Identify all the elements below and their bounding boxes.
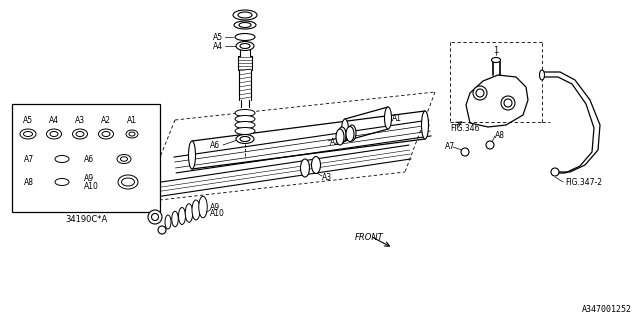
Circle shape [158,226,166,234]
Text: 34190C*A: 34190C*A [65,215,107,225]
Ellipse shape [234,21,256,29]
Text: A7: A7 [445,141,455,150]
Ellipse shape [99,129,113,139]
Ellipse shape [238,12,252,18]
Ellipse shape [385,107,392,129]
Ellipse shape [55,156,69,163]
Circle shape [461,148,469,156]
Ellipse shape [47,129,61,139]
Ellipse shape [236,134,254,143]
Ellipse shape [235,116,255,123]
Ellipse shape [342,119,349,141]
Text: 1: 1 [493,45,499,54]
Circle shape [476,89,484,97]
Text: A347001252: A347001252 [582,305,632,314]
Text: FIG.346: FIG.346 [450,124,479,132]
Circle shape [486,141,494,149]
Ellipse shape [117,155,131,164]
Ellipse shape [122,178,134,186]
Ellipse shape [118,175,138,189]
Ellipse shape [348,125,356,141]
Ellipse shape [235,34,255,41]
Text: A5: A5 [23,116,33,124]
Circle shape [551,168,559,176]
Ellipse shape [55,179,69,186]
Bar [12,104,160,212]
Ellipse shape [236,42,254,51]
Circle shape [148,210,162,224]
Ellipse shape [312,156,321,173]
Text: A9: A9 [84,173,94,182]
Ellipse shape [165,215,171,229]
Text: A4: A4 [49,116,59,124]
Ellipse shape [20,129,36,139]
Ellipse shape [240,44,250,49]
Circle shape [473,86,487,100]
Ellipse shape [189,141,195,169]
Text: A10: A10 [210,209,225,218]
Ellipse shape [235,127,255,134]
Text: FIG.347-2: FIG.347-2 [565,178,602,187]
Text: A2: A2 [101,116,111,124]
Ellipse shape [192,200,200,220]
Ellipse shape [76,132,84,137]
Text: FRONT: FRONT [355,234,384,243]
Ellipse shape [235,109,255,116]
Text: A1: A1 [127,116,137,124]
Circle shape [501,96,515,110]
Text: A7: A7 [24,155,34,164]
Ellipse shape [422,111,429,139]
Ellipse shape [172,211,179,227]
Ellipse shape [129,132,135,136]
Ellipse shape [50,132,58,137]
Text: A3: A3 [322,172,332,181]
Ellipse shape [24,132,33,137]
Text: A4: A4 [213,42,223,51]
Ellipse shape [240,137,250,141]
Circle shape [152,213,159,220]
Ellipse shape [301,159,310,177]
Ellipse shape [126,130,138,138]
Ellipse shape [336,129,344,145]
Text: A8: A8 [24,178,34,187]
Text: A10: A10 [84,181,99,190]
Circle shape [504,99,512,107]
Text: A8: A8 [495,131,505,140]
Text: A9: A9 [210,203,220,212]
Text: A6: A6 [84,155,94,164]
Ellipse shape [235,122,255,129]
Text: A1: A1 [392,114,402,123]
Text: A6: A6 [210,140,220,149]
Text: A3: A3 [75,116,85,124]
Ellipse shape [233,10,257,20]
Text: A5: A5 [213,33,223,42]
Ellipse shape [338,127,346,143]
Ellipse shape [179,207,186,225]
Ellipse shape [540,70,545,80]
Ellipse shape [120,157,127,161]
Ellipse shape [346,126,354,141]
Ellipse shape [72,129,88,139]
Ellipse shape [199,196,207,218]
Ellipse shape [492,58,500,62]
Text: A2: A2 [330,138,340,147]
Ellipse shape [239,22,251,28]
Ellipse shape [185,204,193,222]
Ellipse shape [102,132,110,137]
